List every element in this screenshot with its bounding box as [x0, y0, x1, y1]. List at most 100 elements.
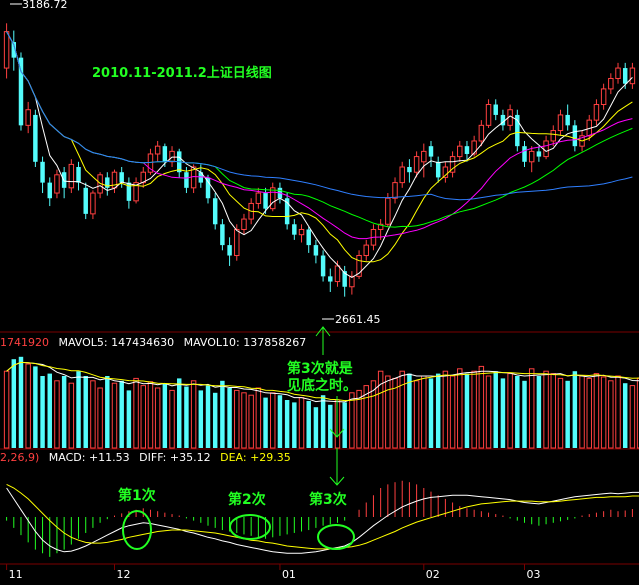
macd-legend-macd: MACD: +11.53	[49, 451, 130, 464]
volume-bar-up	[442, 370, 449, 449]
volume-bar-up	[528, 368, 535, 449]
circle-2	[229, 514, 271, 540]
volume-bar-down	[184, 386, 189, 448]
volume-bar-down	[126, 390, 132, 448]
volume-bar-down	[284, 400, 290, 448]
volume-bar-up	[270, 392, 276, 449]
volume-bar-up	[190, 380, 197, 449]
candle-down	[407, 167, 412, 173]
x-tick-label: 02	[426, 568, 440, 581]
volume-bar-up	[154, 387, 161, 449]
volume-bar-down	[313, 407, 319, 448]
high-marker: 3186.72	[10, 0, 68, 11]
candle-up	[377, 223, 384, 230]
volume-bar-down	[76, 371, 81, 448]
volume-bar-down	[177, 378, 182, 448]
volume-bar-down	[277, 395, 283, 448]
candle-up	[90, 192, 96, 215]
candle-down	[18, 57, 24, 126]
volume-bar-up	[615, 375, 621, 449]
ma10-line	[6, 31, 633, 263]
candle-down	[205, 177, 211, 199]
volume-bar-up	[90, 380, 96, 449]
high-label: 3186.72	[22, 0, 68, 11]
volume-bar-up	[234, 389, 240, 449]
candle-down	[500, 114, 506, 126]
volume-bar-down	[212, 392, 218, 448]
volume-bar-up	[25, 363, 31, 449]
volume-bar-up	[140, 385, 146, 449]
volume-bar-up	[349, 392, 355, 449]
volume-bar-up	[248, 394, 254, 449]
circle-1-label: 第1次	[118, 487, 156, 504]
volume-bar-down	[220, 380, 225, 448]
volume-bar-up	[363, 385, 369, 449]
candle-up	[550, 130, 557, 142]
candle-up	[349, 275, 355, 288]
volume-bar-down	[622, 383, 628, 448]
volume-bar-up	[68, 382, 75, 449]
volume-bar-up	[385, 375, 391, 449]
candle-up	[557, 114, 564, 132]
candle-up	[169, 150, 175, 163]
candle-up	[385, 197, 391, 225]
candle-down	[184, 172, 189, 188]
candle-up	[449, 156, 456, 173]
candle-down	[313, 245, 319, 256]
diff-line	[6, 487, 639, 554]
ma60-line	[6, 31, 633, 201]
volume-bar-down	[162, 383, 168, 448]
volume-bar-down	[47, 373, 52, 448]
x-tick-label: 01	[282, 568, 296, 581]
volume-bar-up	[550, 373, 557, 449]
candle-up	[147, 153, 154, 173]
volume-bar-up	[593, 373, 600, 449]
volume-bar-down	[306, 400, 311, 448]
candle-down	[47, 182, 52, 199]
candle-down	[292, 224, 297, 235]
volume-bar-down	[198, 390, 204, 448]
candle-up	[133, 182, 139, 202]
volume-bar-up	[586, 377, 592, 449]
x-tick-label: 12	[116, 568, 130, 581]
candle-down	[105, 177, 110, 188]
volume-bar-down	[18, 356, 24, 448]
candle-up	[255, 192, 262, 204]
circle-3-label: 第3次	[309, 491, 347, 508]
candle-up	[485, 104, 492, 126]
candle-up	[399, 166, 405, 184]
volume-bar-up	[97, 387, 103, 449]
candle-up	[356, 255, 362, 277]
volume-bar-up	[3, 370, 10, 449]
candle-down	[342, 271, 347, 287]
volume-bar-up	[255, 387, 262, 449]
candle-up	[68, 163, 75, 189]
volume-bar-up	[485, 375, 492, 449]
volume-bar-down	[493, 371, 498, 448]
volume-legend-vol: 1741920	[0, 336, 49, 349]
candle-down	[622, 68, 628, 84]
candle-up	[363, 244, 369, 257]
volume-bar-up	[399, 370, 405, 449]
candle-down	[522, 146, 527, 162]
volume-bar-down	[205, 385, 211, 448]
mavol10-line	[6, 361, 639, 402]
callout-arrow-down-2-head	[329, 476, 345, 486]
price-panel	[3, 23, 636, 297]
volume-bar-down	[33, 366, 38, 448]
volume-bar-up	[356, 389, 362, 449]
candle-down	[515, 114, 520, 147]
dea-line	[6, 483, 639, 550]
volume-bar-down	[105, 376, 110, 448]
candle-down	[220, 224, 225, 246]
candle-down	[33, 114, 38, 162]
candle-down	[284, 198, 290, 225]
volume-bar-down	[435, 373, 441, 448]
volume-bar-up	[636, 377, 639, 449]
volume-bar-up	[111, 382, 118, 449]
candle-down	[198, 172, 204, 183]
volume-legend: 1741920 MAVOL5: 147434630 MAVOL10: 13785…	[0, 336, 306, 349]
volume-bar-up	[298, 397, 305, 449]
candle-down	[11, 42, 17, 58]
volume-bar-up	[629, 385, 636, 449]
